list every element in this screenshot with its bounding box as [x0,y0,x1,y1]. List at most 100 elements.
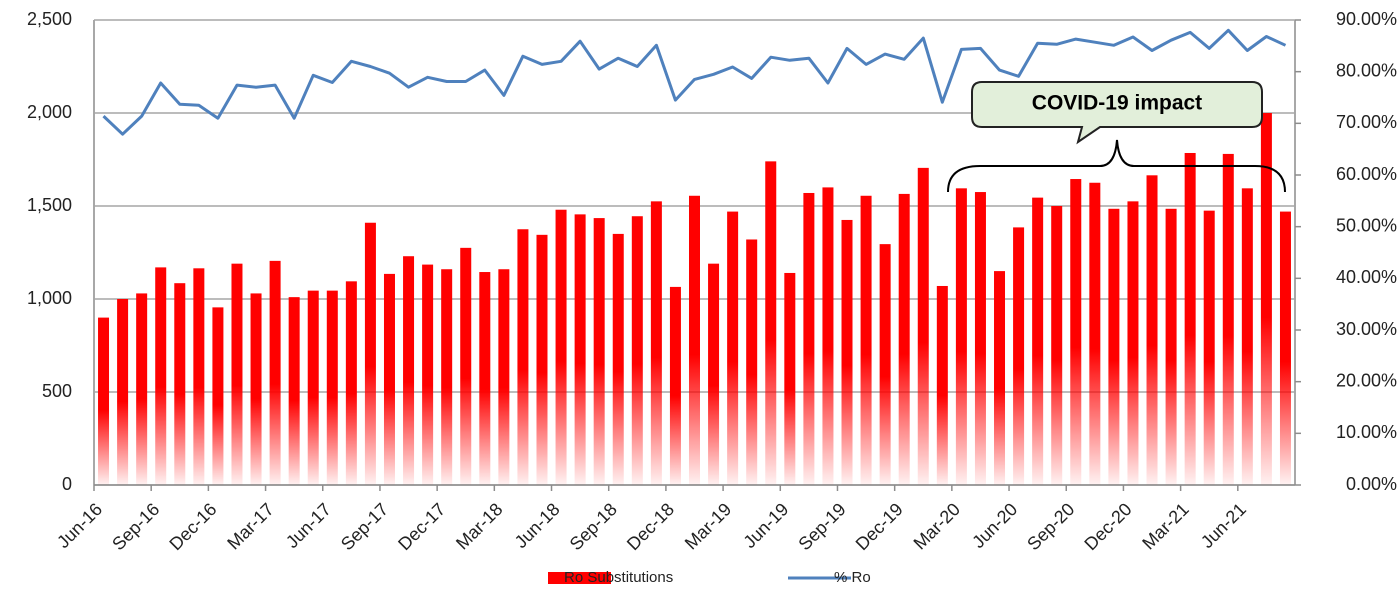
bar [955,188,967,485]
x-tick-label: Sep-20 [1023,499,1078,554]
y2-tick-label: 0.00% [1346,474,1397,494]
bar [936,285,948,485]
bar [822,187,834,485]
x-tick-label: Mar-20 [910,499,964,553]
bar [974,192,986,486]
y2-tick-label: 90.00% [1336,9,1397,29]
bar [288,297,300,485]
bar [364,222,376,486]
legend-swatch [548,572,611,584]
bar [307,290,319,485]
y-tick-label: 0 [62,474,72,494]
bar [1089,182,1101,485]
x-tick-label: Jun-16 [53,499,106,552]
x-tick-label: Mar-17 [223,499,277,553]
bar [1260,113,1272,485]
bar [898,193,910,485]
bar [155,267,167,485]
bar [383,273,395,485]
bar [1241,188,1253,485]
bar [1146,175,1158,485]
bar [536,234,548,485]
y2-tick-label: 70.00% [1336,112,1397,132]
x-tick-label: Mar-19 [681,499,735,553]
y2-tick-label: 20.00% [1336,370,1397,390]
bar [841,219,853,485]
bar [231,263,243,485]
bar [269,260,281,485]
bar [746,239,758,485]
bar [612,233,624,485]
bar [708,263,720,485]
y2-tick-label: 80.00% [1336,60,1397,80]
legend-label: % Ro [834,569,871,586]
bar [1013,227,1025,485]
bar [593,218,605,485]
bar [422,264,434,485]
x-tick-label: Jun-21 [1197,499,1250,552]
x-tick-label: Sep-16 [108,499,163,554]
x-tick-label: Mar-18 [452,499,506,553]
bar [879,244,891,485]
line [102,28,1287,136]
y2-tick-label: 50.00% [1336,215,1397,235]
x-tick-label: Jun-18 [511,499,564,552]
bar [326,290,338,485]
bar [1070,179,1082,485]
bar [1108,208,1120,486]
bar [345,281,357,485]
y2-tick-label: 30.00% [1336,319,1397,339]
bar [917,167,929,485]
x-tick-label: Dec-20 [1080,499,1135,554]
y-tick-label: 2,000 [27,102,72,122]
x-tick-label: Jun-17 [282,499,335,552]
bar [479,272,491,485]
bar [250,293,262,485]
bar [1279,211,1291,485]
x-tick-label: Sep-19 [794,499,849,554]
bar [650,201,662,485]
brace [947,139,1286,193]
y-tick-label: 500 [42,381,72,401]
bar [669,286,681,485]
x-tick-label: Sep-18 [566,499,621,554]
bar [574,214,586,485]
bar [631,216,643,486]
x-tick-label: Dec-19 [852,499,907,554]
bar [765,161,777,486]
annotation: COVID-19 impact [1032,92,1202,115]
bar [860,195,872,485]
y-tick-label: 2,500 [27,9,72,29]
x-tick-label: Dec-18 [623,499,678,554]
bar [498,269,510,485]
bar [441,269,453,485]
bar [689,195,700,485]
bar [174,283,186,485]
y-tick-label: 1,500 [27,195,72,215]
bar [994,271,1006,485]
bar [727,211,739,485]
x-tick-label: Jun-20 [968,499,1021,552]
legend-label: Ro Substitutions [564,569,673,586]
y-tick-label: 1,000 [27,288,72,308]
bar [98,317,110,485]
y2-tick-label: 60.00% [1336,164,1397,184]
bar [1203,210,1215,485]
bar [212,307,224,485]
bar [517,229,529,485]
y2-tick-label: 40.00% [1336,267,1397,287]
bar [460,247,472,485]
bar [1051,206,1063,485]
x-tick-label: Dec-17 [394,499,449,554]
bar [784,272,796,485]
callout-box [971,81,1263,145]
bar [555,209,567,485]
bar [1165,208,1177,486]
bar [117,299,129,485]
bar [403,256,415,485]
bar [1032,197,1044,485]
bar [1222,153,1234,486]
x-tick-label: Jun-19 [739,499,792,552]
bar [1184,152,1196,486]
